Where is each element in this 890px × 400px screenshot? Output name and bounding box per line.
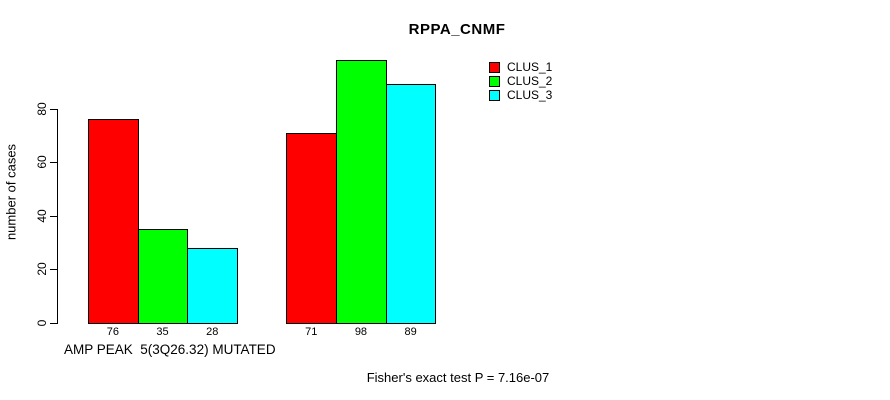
legend-swatch-icon (489, 76, 500, 87)
y-tick-mark (50, 323, 57, 324)
legend-label: CLUS_3 (507, 88, 553, 102)
legend: CLUS_1 CLUS_2 CLUS_3 (489, 60, 553, 104)
y-tick-label: 80 (35, 101, 49, 116)
bar-clus_3-group2 (385, 84, 437, 324)
bar-value-label: 76 (106, 326, 119, 338)
bar-value-label: 35 (156, 326, 169, 338)
bar-clus_1-group1 (88, 119, 139, 324)
bar-value-label: 28 (206, 326, 219, 338)
bar-clus_2-group2 (336, 60, 387, 324)
y-tick-label: 40 (35, 209, 49, 223)
y-tick-mark (50, 162, 57, 164)
bar-value-label: 71 (305, 326, 318, 338)
y-tick-mark (50, 215, 57, 217)
legend-swatch-icon (489, 62, 500, 73)
legend-label: CLUS_1 (507, 60, 553, 74)
y-tick-mark (50, 269, 57, 271)
x-axis-label: AMP PEAK 5(3Q26.32) MUTATED (64, 342, 276, 357)
chart-title: RPPA_CNMF (408, 21, 506, 38)
legend-row-clus_1: CLUS_1 (489, 60, 553, 74)
y-tick-label: 0 (35, 319, 49, 327)
y-tick-label: 60 (35, 155, 49, 169)
legend-row-clus_3: CLUS_3 (489, 88, 553, 102)
y-axis-line (57, 108, 58, 324)
legend-row-clus_2: CLUS_2 (489, 74, 553, 88)
legend-label: CLUS_2 (507, 74, 553, 88)
y-tick-mark (50, 108, 57, 110)
legend-swatch-icon (489, 90, 500, 101)
bar-value-label: 89 (404, 326, 417, 338)
bar-clus_3-group1 (187, 247, 239, 324)
bar-value-label: 98 (354, 326, 368, 338)
y-tick-label: 20 (35, 262, 49, 277)
fisher-test-annotation: Fisher's exact test P = 7.16e-07 (366, 370, 550, 385)
bar-clus_1-group2 (286, 132, 338, 324)
bar-clus_2-group1 (137, 229, 189, 324)
